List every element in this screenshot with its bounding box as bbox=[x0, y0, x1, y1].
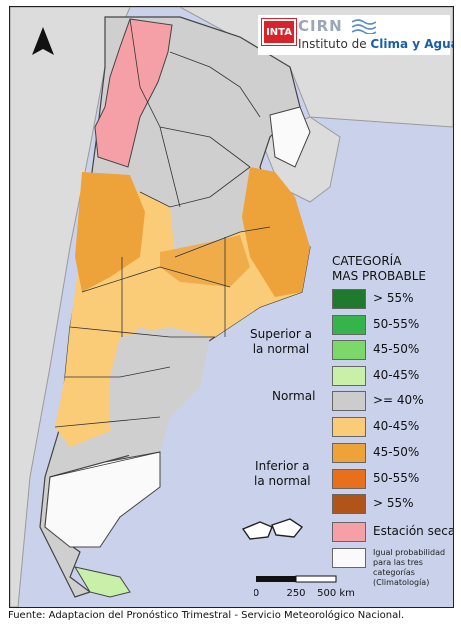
region-climatology-ne bbox=[269, 106, 311, 168]
region-normal-patagonia bbox=[110, 327, 210, 457]
group-inferior-label: Inferior a la normal bbox=[254, 459, 311, 489]
legend-label: 45-50% bbox=[373, 342, 420, 356]
scale-bar: 0 250 500 km bbox=[253, 572, 374, 606]
scale-label-500: 500 km bbox=[317, 588, 355, 599]
legend-swatch bbox=[332, 391, 366, 411]
region-upper-40-45-tdf bbox=[73, 566, 131, 598]
legend-label: 50-55% bbox=[373, 317, 420, 331]
legend-label: 40-45% bbox=[373, 368, 420, 382]
note-line4: (Climatología) bbox=[373, 578, 430, 587]
legend-note: Igual probabilidad para las tres categor… bbox=[373, 548, 445, 588]
legend-swatch bbox=[332, 340, 366, 360]
inta-logo: INTA bbox=[261, 18, 297, 46]
legend-label: > 55% bbox=[373, 496, 414, 510]
group-superior-line2: la normal bbox=[252, 342, 310, 356]
group-superior-label: Superior a la normal bbox=[250, 327, 312, 357]
legend-swatch bbox=[332, 366, 366, 386]
legend-swatch bbox=[332, 494, 366, 514]
scale-label-250: 250 bbox=[286, 588, 305, 599]
province-boundaries bbox=[49, 18, 271, 478]
forecast-map bbox=[10, 7, 453, 607]
cirn-logo: CIRN bbox=[298, 17, 343, 35]
map-frame: INTA CIRN Instituto de Clima y Agua CATE… bbox=[9, 6, 454, 608]
region-lower-45-50-center bbox=[160, 235, 250, 287]
legend-label: 40-45% bbox=[373, 419, 420, 433]
legend-swatch bbox=[332, 548, 366, 568]
region-lower-45-50-east bbox=[242, 167, 310, 297]
legend-title-line1: CATEGORÍA bbox=[332, 254, 402, 268]
legend-swatch bbox=[332, 417, 366, 437]
scale-label-0: 0 bbox=[254, 588, 259, 599]
group-inferior-line1: Inferior a bbox=[255, 459, 310, 473]
region-climatology-south bbox=[44, 451, 161, 548]
note-line2: para las tres bbox=[373, 558, 423, 567]
legend-label: 50-55% bbox=[373, 471, 420, 485]
malvinas-islands bbox=[241, 518, 304, 540]
legend-swatch bbox=[332, 469, 366, 489]
legend-label: 45-50% bbox=[373, 445, 420, 459]
legend-swatch bbox=[332, 522, 366, 542]
legend-title-line2: MAS PROBABLE bbox=[332, 269, 426, 283]
institute-name-bold: Clima y Agua bbox=[370, 37, 454, 51]
group-superior-line1: Superior a bbox=[250, 327, 312, 341]
legend-label: > 55% bbox=[373, 291, 414, 305]
institution-logos: INTA CIRN Instituto de Clima y Agua bbox=[258, 15, 453, 55]
north-arrow-icon bbox=[32, 27, 54, 55]
legend-swatch bbox=[332, 443, 366, 463]
group-inferior-line2: la normal bbox=[254, 474, 311, 488]
institute-name: Instituto de Clima y Agua bbox=[298, 37, 454, 51]
region-dry-season bbox=[94, 18, 173, 168]
institute-prefix: Instituto de bbox=[298, 37, 371, 51]
legend-label: Estación seca bbox=[373, 524, 454, 538]
wave-icon bbox=[352, 19, 376, 34]
group-normal-label: Normal bbox=[272, 389, 316, 403]
legend-swatch bbox=[332, 315, 366, 335]
source-caption: Fuente: Adaptacion del Pronóstico Trimes… bbox=[8, 610, 405, 621]
legend-title: CATEGORÍA MAS PROBABLE bbox=[332, 254, 426, 284]
note-line3: categorías bbox=[373, 568, 415, 577]
region-lower-45-50-west bbox=[75, 172, 145, 292]
legend-label: >= 40% bbox=[373, 393, 424, 407]
note-line1: Igual probabilidad bbox=[373, 548, 446, 557]
legend-swatch bbox=[332, 289, 366, 309]
